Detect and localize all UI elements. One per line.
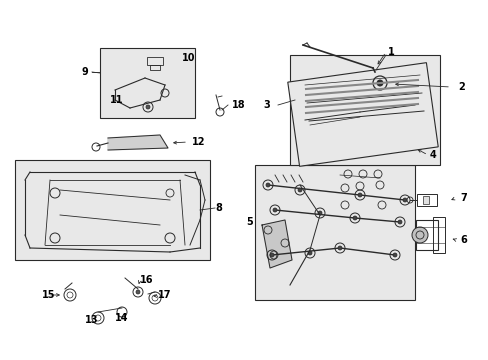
Text: 17: 17 bbox=[158, 290, 171, 300]
Circle shape bbox=[411, 227, 427, 243]
Circle shape bbox=[392, 253, 396, 257]
Circle shape bbox=[402, 198, 406, 202]
Bar bbox=[287, 63, 437, 166]
Bar bbox=[432, 217, 444, 253]
Circle shape bbox=[265, 183, 269, 187]
Text: 8: 8 bbox=[215, 203, 222, 213]
Circle shape bbox=[269, 253, 273, 257]
Circle shape bbox=[146, 105, 150, 109]
Text: 3: 3 bbox=[263, 100, 269, 110]
Bar bbox=[150, 65, 160, 70]
Bar bbox=[416, 194, 436, 206]
Bar bbox=[289, 55, 439, 165]
Text: 12: 12 bbox=[192, 137, 205, 147]
Bar bbox=[15, 160, 209, 260]
Polygon shape bbox=[262, 220, 291, 268]
Text: 4: 4 bbox=[429, 150, 436, 160]
Circle shape bbox=[272, 208, 276, 212]
Text: 1: 1 bbox=[387, 47, 394, 57]
Circle shape bbox=[337, 246, 341, 250]
Circle shape bbox=[352, 216, 356, 220]
Circle shape bbox=[297, 188, 302, 192]
Circle shape bbox=[397, 220, 401, 224]
Text: 13: 13 bbox=[85, 315, 98, 325]
Text: 2: 2 bbox=[457, 82, 464, 92]
Circle shape bbox=[376, 80, 382, 86]
Bar bbox=[100, 48, 195, 118]
Text: 10: 10 bbox=[182, 53, 195, 63]
Circle shape bbox=[317, 211, 321, 215]
Circle shape bbox=[307, 251, 311, 255]
Text: 11: 11 bbox=[110, 95, 123, 105]
Text: 5: 5 bbox=[246, 217, 252, 227]
Circle shape bbox=[136, 290, 140, 294]
Bar bbox=[422, 196, 428, 204]
Text: 18: 18 bbox=[231, 100, 245, 110]
Bar bbox=[415, 220, 437, 250]
Text: 9: 9 bbox=[81, 67, 88, 77]
Circle shape bbox=[357, 193, 361, 197]
Text: 15: 15 bbox=[42, 290, 55, 300]
Text: 14: 14 bbox=[115, 313, 128, 323]
Polygon shape bbox=[108, 135, 168, 150]
Text: 6: 6 bbox=[459, 235, 466, 245]
Bar bbox=[254, 165, 414, 300]
Bar bbox=[147, 57, 163, 65]
Text: 16: 16 bbox=[140, 275, 153, 285]
Text: 7: 7 bbox=[459, 193, 466, 203]
